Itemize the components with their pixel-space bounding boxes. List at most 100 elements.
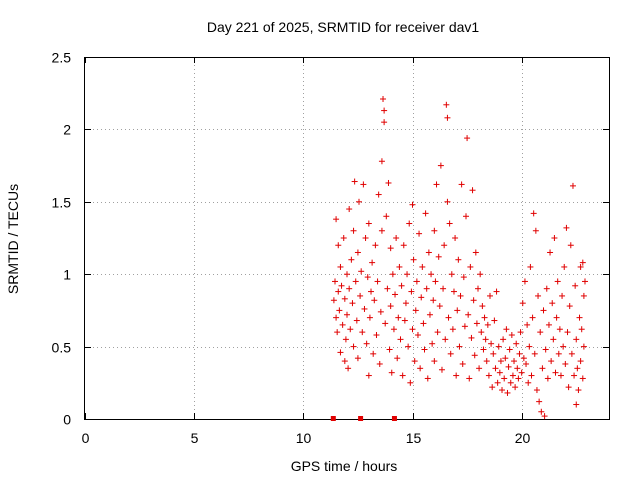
data-point <box>420 320 427 327</box>
data-point <box>417 365 424 372</box>
data-point <box>339 321 346 328</box>
data-point <box>473 320 480 327</box>
data-point <box>418 294 425 301</box>
y-tick-label: 1.5 <box>52 195 72 211</box>
data-point <box>335 242 342 249</box>
data-point <box>550 336 557 343</box>
data-point <box>446 220 453 227</box>
data-point <box>365 372 372 379</box>
data-point <box>356 198 363 205</box>
data-point <box>393 235 400 241</box>
data-point <box>401 317 408 324</box>
data-point <box>491 317 498 324</box>
y-tick-label: 1 <box>63 267 71 283</box>
gap-marker <box>330 416 336 421</box>
data-point <box>340 235 347 241</box>
data-point <box>468 334 475 341</box>
data-point <box>518 369 525 376</box>
data-point <box>390 326 397 333</box>
data-point <box>564 329 571 336</box>
data-point <box>450 288 457 295</box>
data-point <box>478 329 485 336</box>
data-point <box>576 314 583 321</box>
data-point <box>387 303 394 310</box>
data-point <box>484 321 491 328</box>
data-point <box>444 198 451 205</box>
data-point <box>434 329 441 336</box>
data-point <box>574 365 581 372</box>
data-point <box>432 278 439 285</box>
data-point <box>578 326 585 333</box>
data-point <box>357 292 364 299</box>
data-point <box>471 352 478 359</box>
data-point <box>341 358 348 365</box>
y-tick-labels: 0 0.5 1 1.5 2 2.5 <box>52 50 72 428</box>
data-point <box>347 326 354 333</box>
data-point <box>330 297 337 304</box>
data-point <box>431 358 438 365</box>
data-point <box>577 263 584 270</box>
data-point <box>545 321 552 328</box>
data-point <box>452 235 459 241</box>
data-point <box>396 263 403 270</box>
data-point <box>458 181 465 188</box>
data-point <box>507 379 514 386</box>
data-point <box>466 375 473 382</box>
data-point <box>419 263 426 270</box>
data-point <box>381 107 388 114</box>
data-point <box>552 369 559 376</box>
data-point <box>568 350 575 357</box>
data-point <box>548 358 555 365</box>
data-point <box>350 343 357 350</box>
data-point <box>370 350 377 357</box>
data-point <box>470 297 477 304</box>
data-point <box>575 387 582 394</box>
axis-ticks <box>85 57 609 420</box>
data-point <box>496 369 503 376</box>
data-point <box>337 349 344 356</box>
data-point <box>413 278 420 285</box>
data-point <box>493 288 500 295</box>
data-point <box>386 346 393 353</box>
data-point <box>387 245 394 252</box>
data-point <box>494 379 501 386</box>
data-point <box>352 278 359 285</box>
data-point <box>565 384 572 391</box>
data-point <box>505 363 512 370</box>
data-point <box>541 413 548 420</box>
data-point <box>580 292 587 299</box>
data-point <box>566 303 573 310</box>
data-point <box>529 314 536 321</box>
data-point <box>398 282 405 289</box>
data-point <box>364 274 371 281</box>
data-point <box>544 375 551 382</box>
data-point <box>406 220 413 227</box>
data-point <box>535 292 542 299</box>
gap-markers <box>330 416 397 421</box>
data-point <box>333 314 340 321</box>
data-point <box>477 271 484 278</box>
data-point <box>538 408 545 415</box>
data-point <box>388 369 395 376</box>
data-point <box>443 101 450 108</box>
data-point <box>344 271 350 278</box>
data-point <box>421 346 428 353</box>
data-point <box>438 366 445 373</box>
data-point <box>517 329 524 336</box>
data-point <box>342 336 349 343</box>
data-point <box>567 242 574 249</box>
data-point <box>349 300 356 307</box>
data-point <box>373 332 380 339</box>
data-point <box>341 295 348 302</box>
data-point <box>383 213 390 220</box>
data-point <box>365 220 372 227</box>
data-point <box>331 278 338 285</box>
data-points <box>330 95 588 420</box>
data-point <box>435 253 442 260</box>
data-point <box>532 227 539 234</box>
data-point <box>555 350 562 357</box>
data-point <box>573 336 580 343</box>
data-point <box>495 343 502 350</box>
data-point <box>407 379 414 386</box>
